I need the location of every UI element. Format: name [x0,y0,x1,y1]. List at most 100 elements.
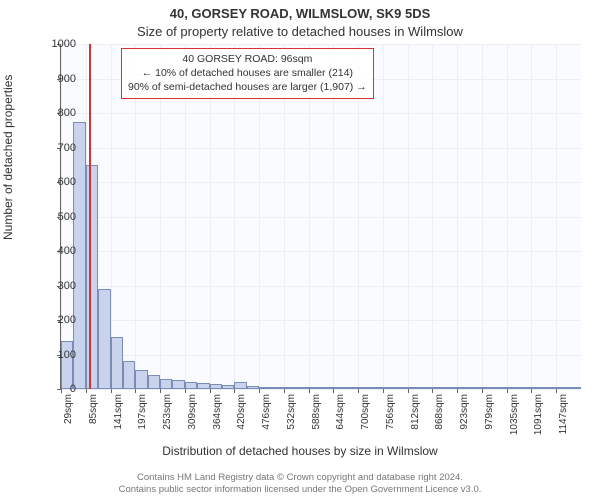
annotation-line-2: ← 10% of detached houses are smaller (21… [128,66,367,80]
gridline-v [457,44,458,389]
gridline-v [383,44,384,389]
gridline-v [432,44,433,389]
histogram-bar [395,387,407,389]
x-tick-label: 700sqm [360,394,371,430]
y-tick-label: 900 [42,73,76,85]
x-tick-mark [284,389,285,393]
histogram-bar [160,379,172,389]
y-tick-label: 800 [42,107,76,119]
histogram-bar [358,387,370,389]
x-tick-label: 364sqm [212,394,223,430]
histogram-bar [321,387,333,389]
x-tick-mark [383,389,384,393]
histogram-bar [271,387,283,389]
histogram-bar [346,387,358,389]
histogram-bar [210,384,222,389]
x-tick-label: 979sqm [484,394,495,430]
x-tick-label: 309sqm [187,394,198,430]
histogram-bar [420,387,432,389]
x-tick-label: 812sqm [410,394,421,430]
x-tick-label: 923sqm [459,394,470,430]
chart-container: 40, GORSEY ROAD, WILMSLOW, SK9 5DS Size … [0,0,600,500]
x-tick-label: 532sqm [286,394,297,430]
page-title: 40, GORSEY ROAD, WILMSLOW, SK9 5DS [0,6,600,21]
histogram-bar [309,387,321,389]
gridline-h [61,389,581,390]
x-tick-mark [86,389,87,393]
histogram-bar [445,387,457,389]
histogram-bar [371,387,383,389]
histogram-bar [234,382,246,389]
gridline-h [61,355,581,356]
x-tick-label: 476sqm [261,394,272,430]
x-tick-label: 85sqm [88,394,99,424]
gridline-h [61,182,581,183]
histogram-bar [383,387,395,389]
annotation-line-3: 90% of semi-detached houses are larger (… [128,80,367,94]
histogram-bar [247,386,259,389]
y-tick-label: 100 [42,349,76,361]
x-tick-mark [210,389,211,393]
y-tick-label: 300 [42,280,76,292]
y-tick-label: 1000 [42,38,76,50]
marker-line [89,44,91,389]
histogram-bar [494,387,506,389]
x-tick-label: 1035sqm [509,394,520,435]
gridline-v [556,44,557,389]
histogram-bar [556,387,568,389]
x-tick-label: 253sqm [162,394,173,430]
histogram-bar [408,387,420,389]
gridline-h [61,286,581,287]
x-tick-mark [531,389,532,393]
x-tick-label: 420sqm [236,394,247,430]
gridline-v [482,44,483,389]
y-tick-label: 500 [42,211,76,223]
x-tick-mark [482,389,483,393]
histogram-bar [507,387,519,389]
gridline-v [531,44,532,389]
annotation-box: 40 GORSEY ROAD: 96sqm ← 10% of detached … [121,48,374,99]
x-tick-label: 1147sqm [558,394,569,434]
x-tick-label: 141sqm [113,394,124,430]
histogram-bar [185,382,197,389]
x-tick-mark [507,389,508,393]
histogram-bar [333,387,345,389]
histogram-bar [222,385,234,389]
histogram-bar [482,387,494,389]
page-subtitle: Size of property relative to detached ho… [0,24,600,39]
x-tick-label: 1091sqm [533,394,544,435]
x-tick-mark [556,389,557,393]
histogram-bar [457,387,469,389]
histogram-bar [111,337,123,389]
histogram-bar [531,387,543,389]
x-tick-mark [111,389,112,393]
x-tick-label: 868sqm [434,394,445,430]
histogram-bar [569,387,581,389]
x-tick-label: 756sqm [385,394,396,430]
histogram-bar [123,361,135,389]
histogram-bar [432,387,444,389]
y-tick-label: 600 [42,176,76,188]
x-tick-label: 29sqm [63,394,74,424]
x-tick-mark [457,389,458,393]
x-tick-mark [185,389,186,393]
x-tick-label: 197sqm [137,394,148,430]
histogram-bar [470,387,482,389]
y-tick-label: 400 [42,245,76,257]
histogram-bar [284,387,296,389]
histogram-bar [135,370,147,389]
y-tick-label: 200 [42,314,76,326]
x-tick-label: 588sqm [311,394,322,430]
footer-attribution: Contains HM Land Registry data © Crown c… [0,472,600,496]
x-tick-mark [135,389,136,393]
histogram-bar [544,387,556,389]
annotation-line-1: 40 GORSEY ROAD: 96sqm [128,52,367,66]
x-tick-mark [333,389,334,393]
x-tick-mark [259,389,260,393]
gridline-h [61,217,581,218]
x-tick-mark [234,389,235,393]
gridline-v [507,44,508,389]
gridline-v [408,44,409,389]
gridline-h [61,44,581,45]
histogram-bar [296,387,308,389]
